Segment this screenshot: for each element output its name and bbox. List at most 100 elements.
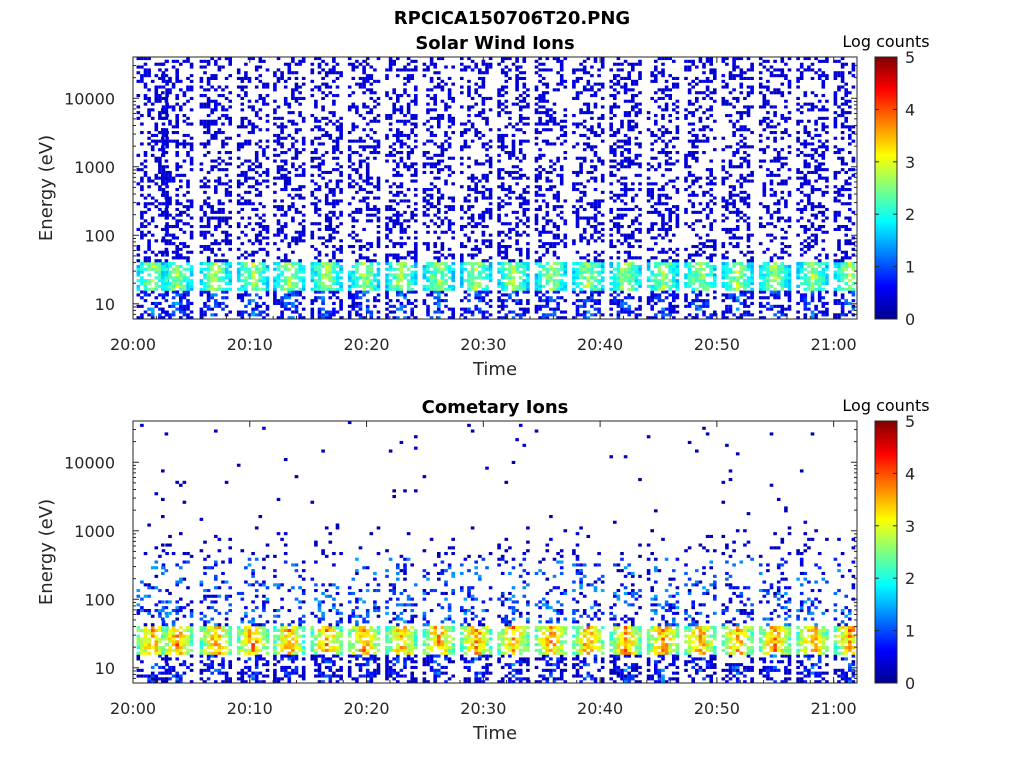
heatmap-cell — [396, 222, 400, 226]
heatmap-cell — [478, 162, 482, 166]
heatmap-cell — [593, 91, 598, 95]
heatmap-cell — [474, 304, 478, 308]
heatmap-cell — [623, 207, 628, 211]
heatmap-cell — [168, 79, 172, 83]
heatmap-cell — [217, 68, 222, 72]
heatmap-cell — [182, 210, 187, 214]
heatmap-cell — [447, 94, 452, 98]
heatmap-cell — [406, 136, 411, 140]
heatmap-cell — [273, 282, 277, 286]
heatmap-cell — [265, 242, 270, 246]
heatmap-cell — [254, 153, 259, 157]
heatmap-cell — [485, 267, 489, 271]
heatmap-cell — [460, 57, 464, 61]
heatmap-cell — [369, 128, 374, 132]
heatmap-cell — [593, 176, 598, 180]
heatmap-cell — [301, 139, 306, 143]
heatmap-cell — [347, 148, 352, 152]
heatmap-cell — [515, 165, 519, 169]
heatmap-cell — [650, 273, 654, 277]
heatmap-cell — [460, 62, 464, 66]
heatmap-cell — [369, 82, 374, 86]
heatmap-cell — [158, 316, 162, 320]
heatmap-cell — [478, 71, 482, 75]
heatmap-cell — [262, 82, 266, 86]
heatmap-cell — [440, 219, 445, 223]
heatmap-cell — [508, 310, 512, 314]
heatmap-cell — [631, 94, 635, 98]
heatmap-cell — [221, 65, 225, 69]
heatmap-cell — [273, 122, 277, 126]
heatmap-cell — [586, 82, 591, 86]
heatmap-cell — [497, 196, 501, 200]
heatmap-cells — [136, 57, 856, 320]
heatmap-cell — [214, 74, 218, 78]
heatmap-cell — [328, 170, 333, 174]
heatmap-cell — [623, 267, 628, 271]
heatmap-cell — [410, 310, 414, 314]
heatmap-cell — [161, 202, 166, 206]
heatmap-cell — [627, 273, 631, 277]
heatmap-cell — [262, 316, 266, 320]
heatmap-cell — [684, 165, 688, 169]
heatmap-cell — [559, 296, 564, 300]
heatmap-cell — [182, 102, 187, 106]
heatmap-cell — [298, 267, 302, 271]
heatmap-cell — [283, 96, 288, 100]
heatmap-cell — [414, 68, 418, 72]
heatmap-cell — [522, 96, 527, 100]
heatmap-cell — [399, 270, 404, 274]
heatmap-cell — [515, 59, 519, 63]
heatmap-cell — [301, 239, 306, 243]
heatmap-cell — [600, 173, 605, 177]
heatmap-cell — [294, 82, 299, 86]
heatmap-cell — [511, 151, 516, 155]
heatmap-cell — [175, 253, 179, 257]
heatmap-cell — [203, 304, 207, 308]
heatmap-cell — [623, 213, 628, 217]
heatmap-cell — [426, 313, 430, 317]
heatmap-cell — [175, 131, 179, 135]
heatmap-cell — [582, 262, 587, 266]
heatmap-cell — [182, 142, 187, 146]
heatmap-cell — [467, 85, 471, 89]
heatmap-cell — [332, 262, 336, 266]
heatmap-cell — [399, 276, 404, 280]
heatmap-cell — [545, 247, 550, 251]
heatmap-cell — [426, 68, 430, 72]
heatmap-cell — [317, 207, 322, 211]
heatmap-cell — [291, 262, 295, 266]
heatmap-cell — [463, 145, 468, 149]
heatmap-cell — [545, 205, 550, 209]
heatmap-cell — [429, 264, 434, 268]
heatmap-cell — [161, 85, 166, 89]
heatmap-cell — [579, 91, 583, 95]
heatmap-cell — [262, 59, 266, 63]
heatmap-cell — [287, 119, 292, 123]
heatmap-cell — [154, 94, 159, 98]
heatmap-cell — [451, 276, 455, 280]
heatmap-cell — [143, 96, 148, 100]
heatmap-cell — [541, 304, 546, 308]
heatmap-cell — [280, 125, 284, 129]
heatmap-cell — [668, 156, 672, 160]
heatmap-cell — [627, 114, 631, 118]
heatmap-cell — [287, 207, 292, 211]
heatmap-cell — [437, 310, 441, 314]
heatmap-cell — [623, 156, 628, 160]
heatmap-cell — [179, 256, 183, 260]
heatmap-cell — [623, 310, 628, 314]
heatmap-cell — [332, 59, 336, 63]
heatmap-cell — [236, 199, 241, 203]
heatmap-cell — [351, 68, 356, 72]
heatmap-cell — [332, 210, 336, 214]
heatmap-cell — [273, 139, 277, 143]
heatmap-cell — [668, 239, 672, 243]
heatmap-cell — [388, 264, 393, 268]
heatmap-cell — [481, 233, 486, 237]
heatmap-cell — [351, 102, 356, 106]
heatmap-cell — [675, 259, 680, 263]
heatmap-cell — [358, 173, 363, 177]
heatmap-cell — [593, 256, 598, 260]
heatmap-cell — [552, 142, 557, 146]
